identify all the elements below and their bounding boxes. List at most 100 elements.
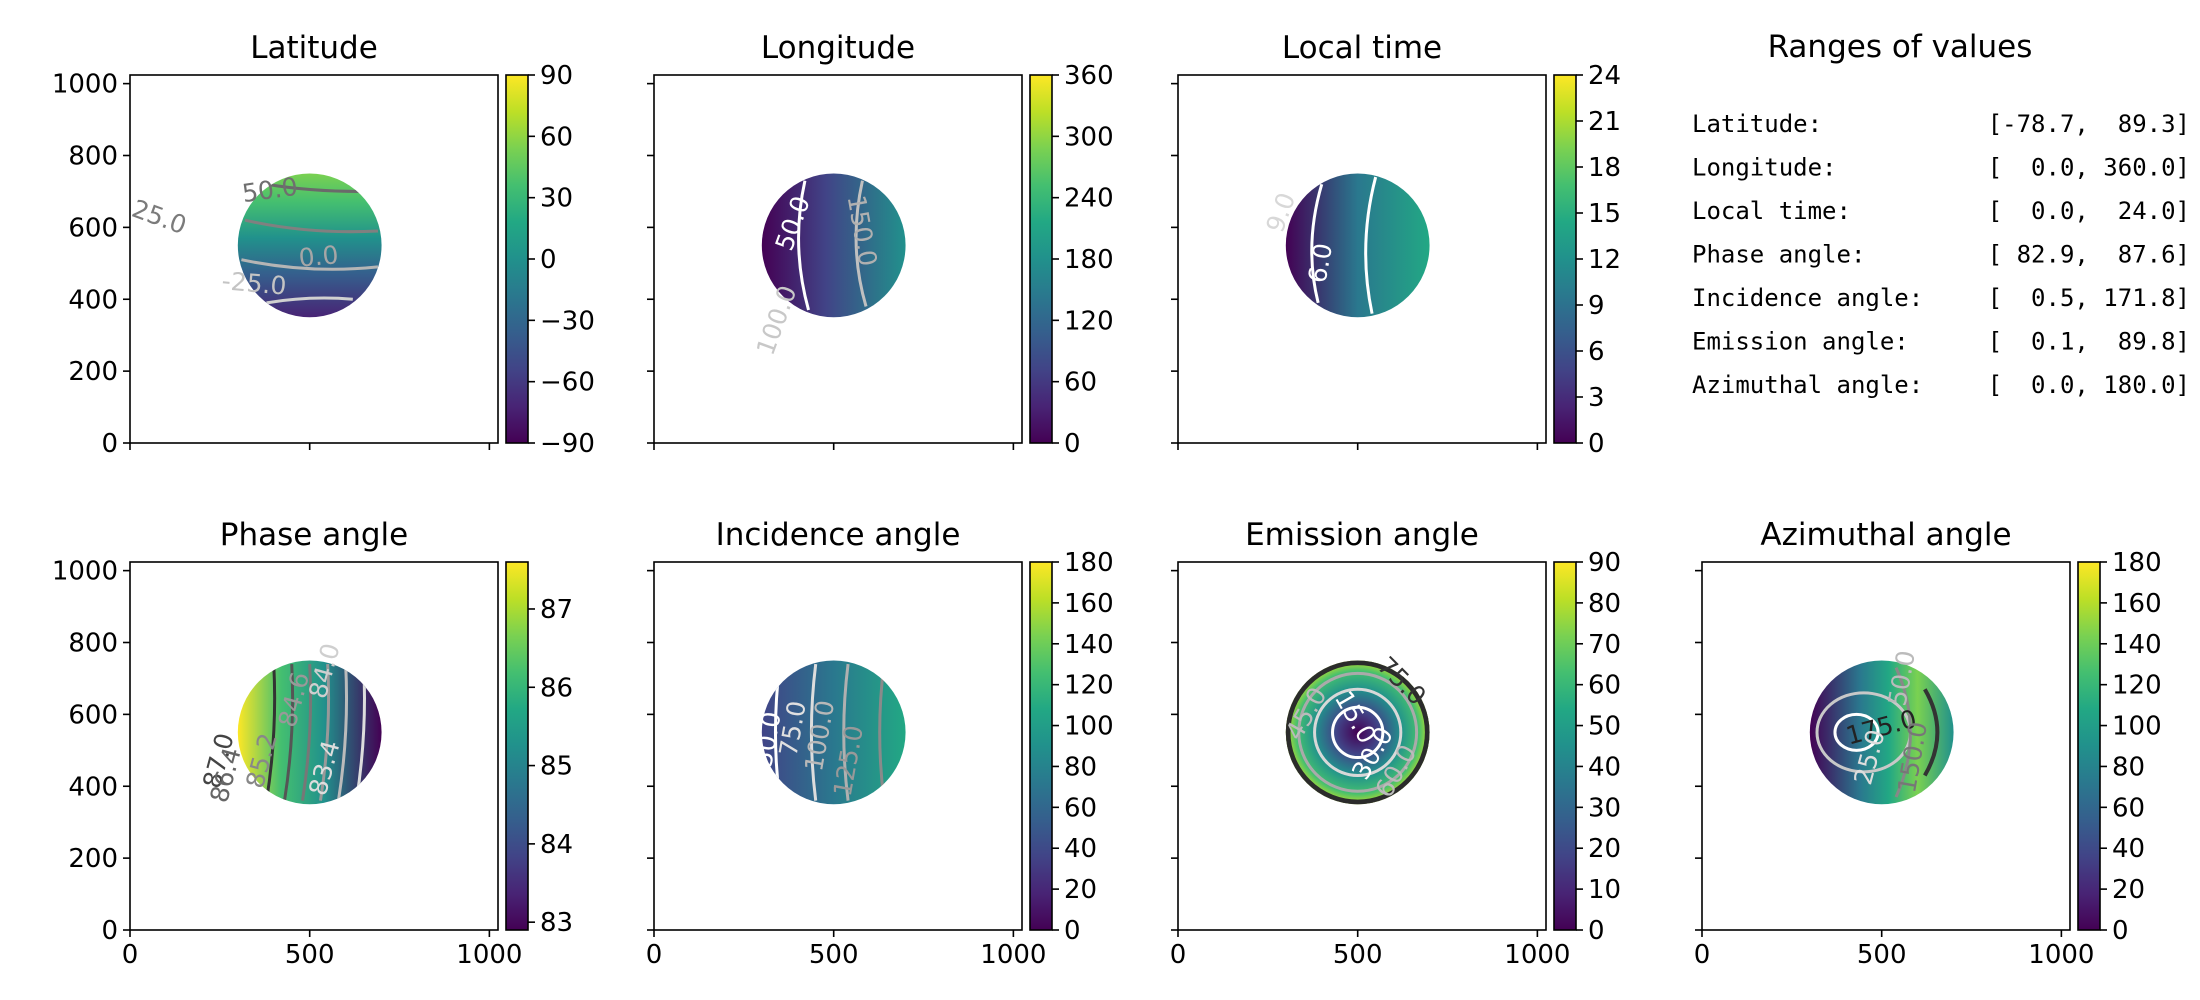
x-tick-label: 500 — [285, 940, 335, 970]
range-label: Latitude: — [1692, 110, 1822, 138]
contour-lines — [265, 663, 366, 801]
disk-fill — [237, 173, 382, 318]
range-label: Emission angle: — [1692, 328, 1909, 356]
panel-title: Local time — [1282, 30, 1442, 66]
x-tick-label: 0 — [122, 940, 139, 970]
contour-lines — [797, 180, 868, 311]
y-tick-label: 1000 — [52, 557, 118, 587]
range-label: Incidence angle: — [1692, 284, 1923, 312]
ranges-title: Ranges of values — [1768, 29, 2033, 65]
colorbar-tick-label: 120 — [2112, 671, 2162, 701]
colorbar-tick-label: 70 — [1588, 630, 1621, 660]
colorbar-tick-label: 20 — [2112, 875, 2145, 905]
y-tick-label: 800 — [68, 142, 118, 172]
x-tick-label: 0 — [1694, 940, 1711, 970]
colorbar-tick-label: 60 — [1064, 368, 1097, 398]
colorbar-tick-label: 360 — [1064, 61, 1114, 91]
colorbar-tick-label: 60 — [1064, 793, 1097, 823]
colorbar-tick-label: 0 — [1064, 429, 1081, 459]
colorbar-tick-label: 18 — [1588, 153, 1621, 183]
panel-phase: Phase angle 87.086.485.284.684.083.4 0 500 1… — [52, 517, 573, 970]
ranges-panel: Ranges of values Latitude: [-78.7, 89.3] L… — [1692, 29, 2190, 399]
axes-frame — [1701, 561, 2071, 931]
range-value: [ 0.0, 360.0] — [1988, 154, 2190, 182]
panel-localtime: Local time 9.06.0 0 3 6 9 12 15 18 21 24 — [1171, 30, 1621, 459]
range-label: Longitude: — [1692, 154, 1837, 182]
colorbar-tick-label: 6 — [1588, 337, 1605, 367]
colorbar-tick-label: −90 — [540, 429, 595, 459]
panel-title: Incidence angle — [716, 517, 961, 553]
colorbar-tick-label: 30 — [540, 184, 573, 214]
x-tick-label: 1000 — [2028, 940, 2094, 970]
colorbar-tick-label: 10 — [1588, 875, 1621, 905]
range-value: [-78.7, 89.3] — [1988, 110, 2190, 138]
x-tick-label: 0 — [646, 940, 663, 970]
colorbar-tick-label: 30 — [1588, 793, 1621, 823]
colorbar-tick-label: −60 — [540, 368, 595, 398]
disk-fill — [1285, 173, 1430, 318]
colorbar-tick-label: 60 — [2112, 793, 2145, 823]
x-tick-label: 1000 — [980, 940, 1046, 970]
y-tick-label: 1000 — [52, 70, 118, 100]
axes-frame — [653, 561, 1023, 931]
axes-frame — [1177, 561, 1547, 931]
colorbar-tick-label: 140 — [1064, 630, 1114, 660]
colorbar-tick-label: 100 — [2112, 712, 2162, 742]
x-tick-label: 0 — [1170, 940, 1187, 970]
colorbar-tick-label: 50 — [1588, 712, 1621, 742]
y-tick-label: 200 — [68, 357, 118, 387]
contour-label: 25.0 — [128, 194, 190, 240]
y-tick-label: 200 — [68, 844, 118, 874]
y-tick-label: 600 — [68, 213, 118, 243]
disk-image: 50.025.00.0-25.0 — [128, 172, 382, 318]
colorbar-tick-label: 20 — [1588, 834, 1621, 864]
colorbar-tick-label: 180 — [2112, 548, 2162, 578]
contour-lines — [1815, 667, 1940, 798]
colorbar-tick-label: 300 — [1064, 122, 1114, 152]
colorbar-tick-label: 20 — [1064, 875, 1097, 905]
contour-lines — [1310, 176, 1378, 314]
x-tick-label: 500 — [1857, 940, 1907, 970]
range-value: [ 0.0, 24.0] — [1988, 197, 2190, 225]
colorbar-tick-label: 140 — [2112, 630, 2162, 660]
y-tick-label: 400 — [68, 772, 118, 802]
y-tick-label: 600 — [68, 700, 118, 730]
range-value: [ 0.1, 89.8] — [1988, 328, 2190, 356]
disk-fill — [761, 173, 906, 318]
colorbar-tick-label: 60 — [540, 122, 573, 152]
colorbar-tick-label: 85 — [540, 752, 573, 782]
range-label: Local time: — [1692, 197, 1851, 225]
colorbar-tick-label: 40 — [2112, 834, 2145, 864]
colorbar — [1029, 561, 1053, 931]
colorbar-tick-label: 60 — [1588, 671, 1621, 701]
range-value: [ 82.9, 87.6] — [1988, 241, 2190, 269]
colorbar-tick-label: 15 — [1588, 199, 1621, 229]
colorbar-tick-label: 0 — [540, 245, 557, 275]
colorbar-tick-label: 160 — [2112, 589, 2162, 619]
range-label: Phase angle: — [1692, 241, 1865, 269]
colorbar-tick-label: 100 — [1064, 712, 1114, 742]
colorbar-tick-label: 120 — [1064, 671, 1114, 701]
x-tick-label: 1000 — [456, 940, 522, 970]
disk-image: 75.045.015.030.060.0 — [1280, 651, 1432, 805]
colorbar-tick-label: 40 — [1588, 752, 1621, 782]
colorbar-tick-label: 83 — [540, 908, 573, 938]
contour-label: 100.0 — [751, 282, 803, 359]
colorbar-tick-label: 180 — [1064, 245, 1114, 275]
colorbar-tick-label: 240 — [1064, 184, 1114, 214]
disk-fill — [761, 660, 906, 805]
y-tick-label: 0 — [101, 916, 118, 946]
y-tick-label: 400 — [68, 285, 118, 315]
panel-latitude: Latitude50.025.00.0-25.00200400600800100… — [52, 30, 595, 459]
axes-frame — [1177, 74, 1547, 444]
x-tick-label: 1000 — [1504, 940, 1570, 970]
range-value: [ 0.5, 171.8] — [1988, 284, 2190, 312]
contour-label: 0.0 — [297, 240, 339, 272]
colorbar-tick-label: 84 — [540, 830, 573, 860]
